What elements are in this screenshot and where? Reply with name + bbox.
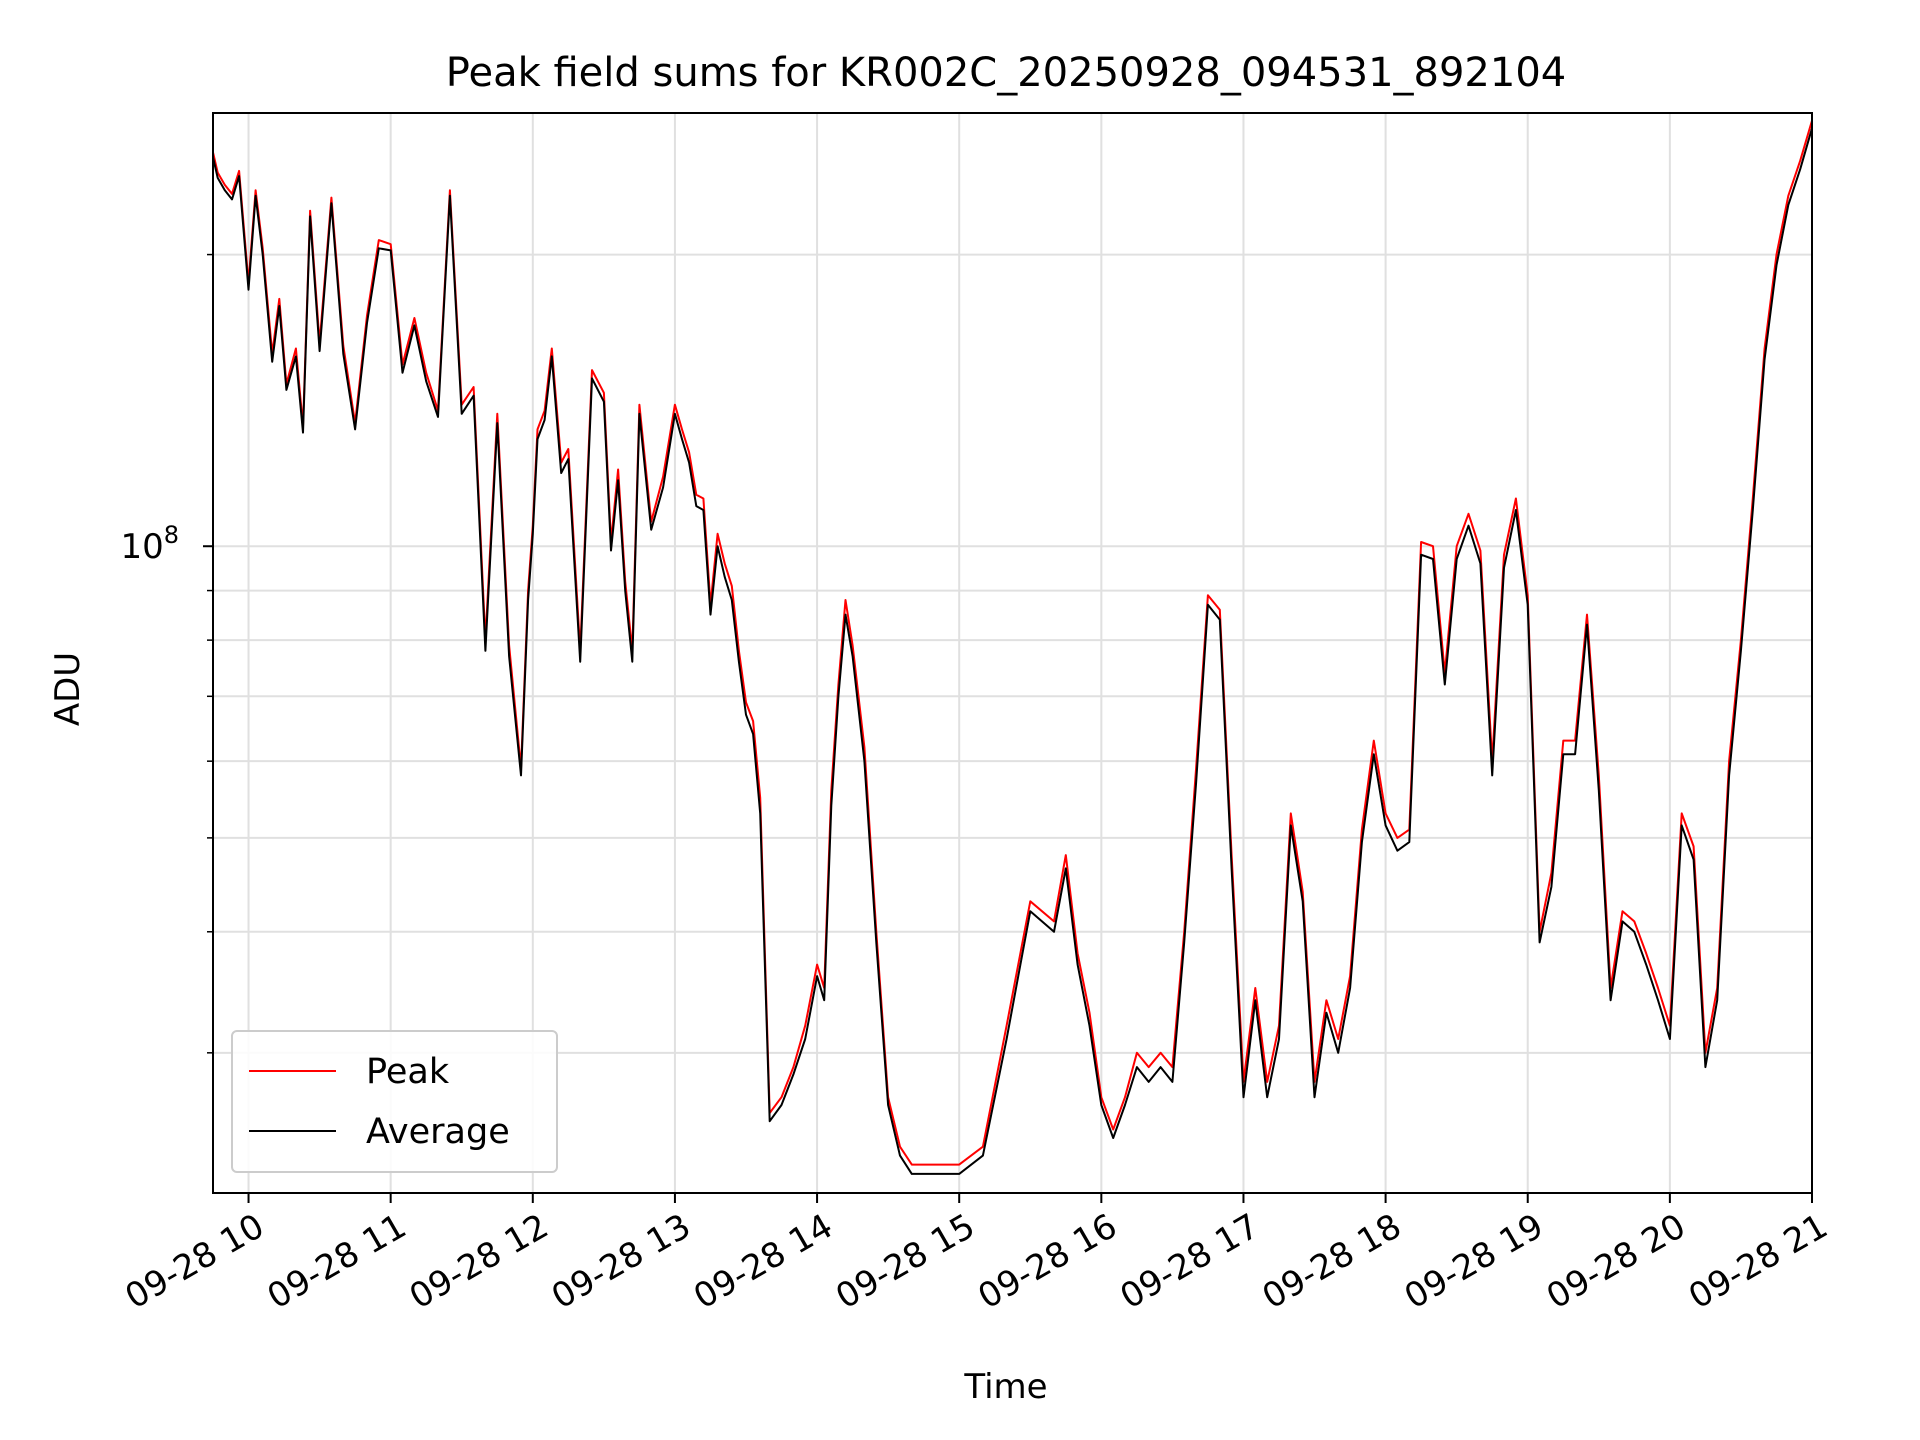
y-tick-label-exponent: 8	[164, 521, 179, 549]
plot-frame	[212, 112, 1813, 1194]
chart-title: Peak field sums for KR002C_20250928_0945…	[446, 50, 1566, 96]
legend: Peak Average	[231, 1030, 558, 1173]
legend-label-peak: Peak	[366, 1052, 450, 1092]
legend-box	[231, 1030, 558, 1173]
y-tick-label: 108	[120, 521, 179, 567]
x-axis-label: Time	[963, 1367, 1047, 1407]
plot-lines	[212, 120, 1813, 1175]
series-line-average	[212, 128, 1813, 1175]
y-axis-label: ADU	[48, 652, 88, 726]
y-tick-label-base: 10	[120, 527, 163, 567]
legend-label-average: Average	[366, 1112, 510, 1152]
